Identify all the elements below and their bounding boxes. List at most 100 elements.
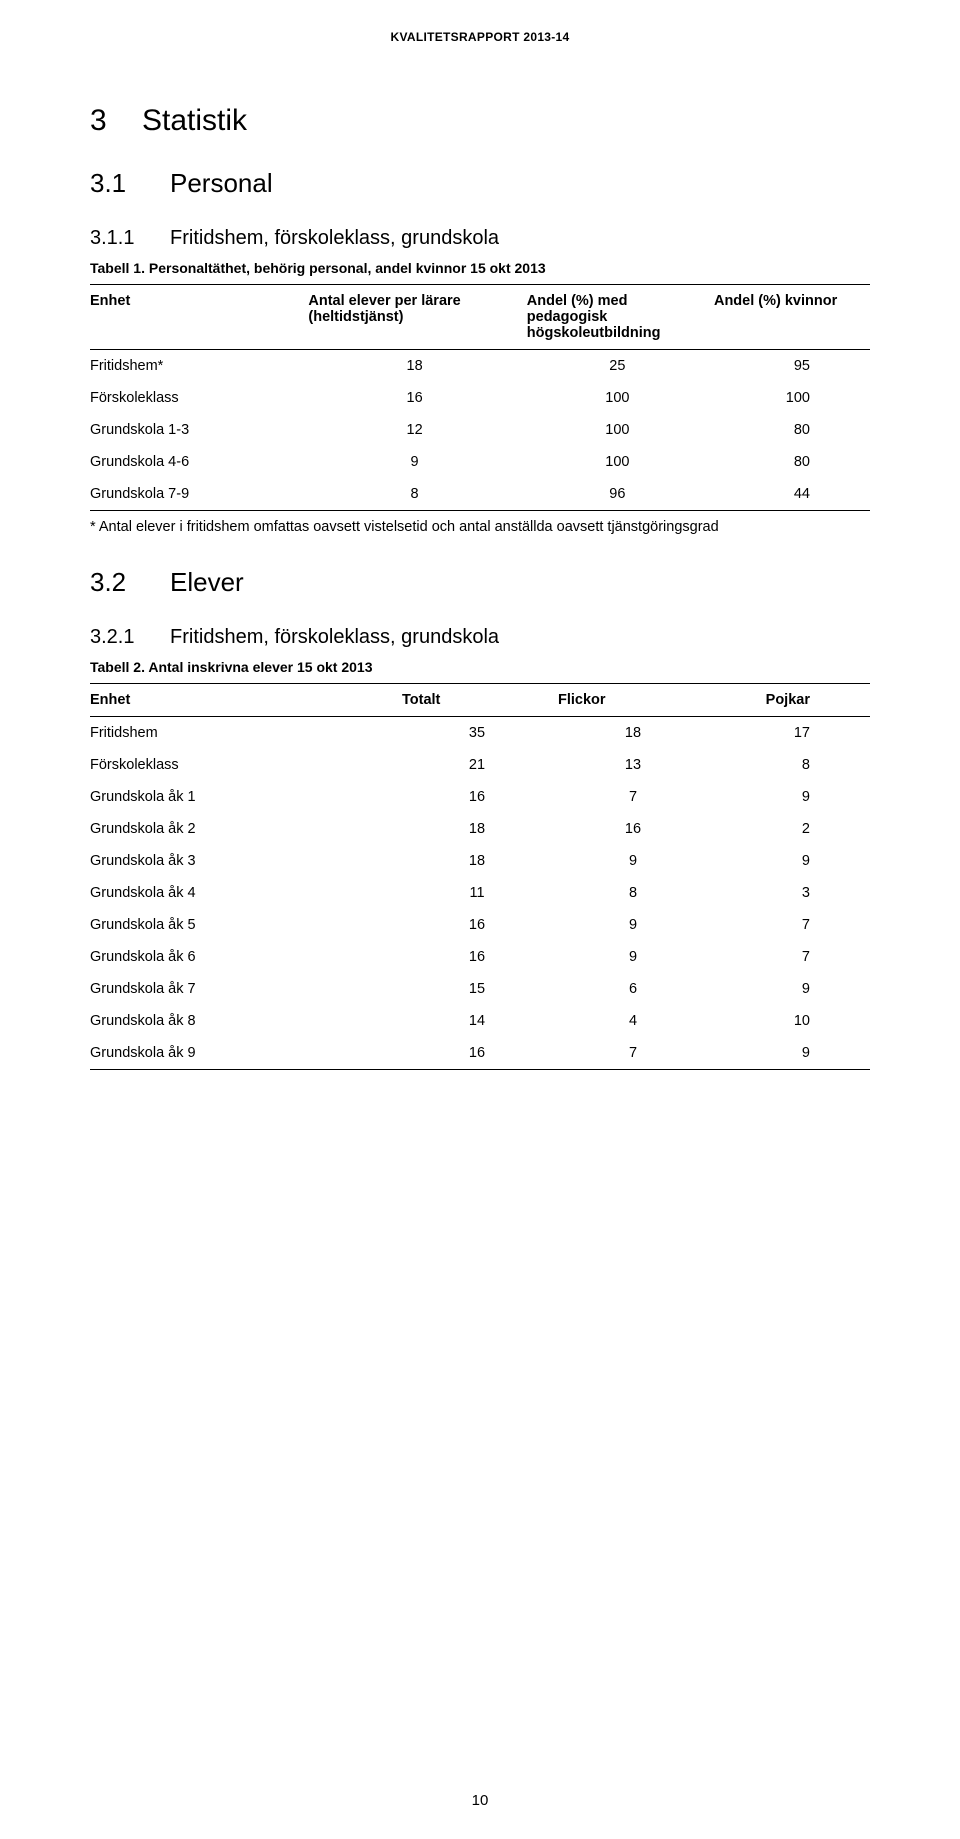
table-row: Grundskola åk 814410 <box>90 1005 870 1037</box>
table-cell: 16 <box>558 813 714 845</box>
table-cell: 9 <box>714 845 870 877</box>
table-cell: 25 <box>527 350 714 383</box>
table-cell: 9 <box>714 973 870 1005</box>
table-cell: 18 <box>558 717 714 750</box>
table2: Enhet Totalt Flickor Pojkar Fritidshem35… <box>90 683 870 1070</box>
table-cell: Grundskola åk 8 <box>90 1005 402 1037</box>
table-cell: 8 <box>714 749 870 781</box>
table1-footnote: * Antal elever i fritidshem omfattas oav… <box>90 519 870 535</box>
heading-number: 3.1.1 <box>90 227 170 250</box>
table2-header-totalt: Totalt <box>402 684 558 717</box>
table-cell: 9 <box>558 941 714 973</box>
heading-section-3: 3 Statistik <box>90 104 870 138</box>
table-cell: 3 <box>714 877 870 909</box>
table-cell: 6 <box>558 973 714 1005</box>
heading-section-3-1-1: 3.1.1 Fritidshem, förskoleklass, grundsk… <box>90 227 870 250</box>
table-cell: Grundskola åk 7 <box>90 973 402 1005</box>
table-cell: Grundskola åk 9 <box>90 1037 402 1070</box>
running-header: KVALITETSRAPPORT 2013-14 <box>90 30 870 44</box>
table-cell: Grundskola 4-6 <box>90 446 308 478</box>
table1-header-col2: Antal elever per lärare (heltidstjänst) <box>308 285 526 350</box>
page: KVALITETSRAPPORT 2013-14 3 Statistik 3.1… <box>0 0 960 1839</box>
table-cell: 7 <box>558 781 714 813</box>
table-row: Grundskola 7-989644 <box>90 478 870 511</box>
table-cell: 100 <box>527 446 714 478</box>
table-cell: 7 <box>714 941 870 973</box>
table-cell: Fritidshem* <box>90 350 308 383</box>
table-cell: 9 <box>558 845 714 877</box>
table-cell: 100 <box>527 414 714 446</box>
table1-caption: Tabell 1. Personaltäthet, behörig person… <box>90 260 870 276</box>
heading-title: Elever <box>170 567 244 598</box>
heading-section-3-1: 3.1 Personal <box>90 168 870 199</box>
table-row: Fritidshem351817 <box>90 717 870 750</box>
table-cell: Grundskola åk 6 <box>90 941 402 973</box>
table-cell: 96 <box>527 478 714 511</box>
table-cell: 10 <box>714 1005 870 1037</box>
table-cell: 18 <box>402 845 558 877</box>
heading-number: 3.1 <box>90 168 170 199</box>
table-row: Grundskola åk 31899 <box>90 845 870 877</box>
table1-header-col3: Andel (%) med pedagogisk högskoleutbildn… <box>527 285 714 350</box>
table-cell: 100 <box>714 382 870 414</box>
table-row: Förskoleklass16100100 <box>90 382 870 414</box>
heading-section-3-2-1: 3.2.1 Fritidshem, förskoleklass, grundsk… <box>90 626 870 649</box>
table-cell: 17 <box>714 717 870 750</box>
table-cell: 9 <box>308 446 526 478</box>
table-cell: 95 <box>714 350 870 383</box>
table-row: Förskoleklass21138 <box>90 749 870 781</box>
table-cell: 9 <box>714 781 870 813</box>
table-cell: 80 <box>714 414 870 446</box>
table-row: Grundskola åk 41183 <box>90 877 870 909</box>
heading-title: Fritidshem, förskoleklass, grundskola <box>170 626 499 649</box>
table-row: Grundskola åk 71569 <box>90 973 870 1005</box>
table-cell: Grundskola åk 1 <box>90 781 402 813</box>
heading-section-3-2: 3.2 Elever <box>90 567 870 598</box>
table2-header-pojkar: Pojkar <box>714 684 870 717</box>
table-row: Grundskola 1-31210080 <box>90 414 870 446</box>
heading-number: 3.2.1 <box>90 626 170 649</box>
table-cell: 7 <box>714 909 870 941</box>
heading-number: 3.2 <box>90 567 170 598</box>
table-cell: Grundskola 7-9 <box>90 478 308 511</box>
table-cell: Grundskola åk 3 <box>90 845 402 877</box>
heading-number: 3 <box>90 104 142 138</box>
table-cell: Fritidshem <box>90 717 402 750</box>
table-cell: Förskoleklass <box>90 382 308 414</box>
table-row: Grundskola åk 218162 <box>90 813 870 845</box>
table-cell: Grundskola åk 2 <box>90 813 402 845</box>
table-cell: 44 <box>714 478 870 511</box>
table-cell: Grundskola åk 5 <box>90 909 402 941</box>
table-cell: 4 <box>558 1005 714 1037</box>
table-row: Grundskola åk 91679 <box>90 1037 870 1070</box>
heading-title: Fritidshem, förskoleklass, grundskola <box>170 227 499 250</box>
table-row: Grundskola åk 11679 <box>90 781 870 813</box>
table-cell: 9 <box>714 1037 870 1070</box>
table-cell: 13 <box>558 749 714 781</box>
table-cell: 7 <box>558 1037 714 1070</box>
table-cell: 2 <box>714 813 870 845</box>
table-cell: 16 <box>308 382 526 414</box>
table-cell: 16 <box>402 1037 558 1070</box>
table-cell: 14 <box>402 1005 558 1037</box>
table-row: Grundskola 4-6910080 <box>90 446 870 478</box>
table-row: Grundskola åk 51697 <box>90 909 870 941</box>
table-cell: 16 <box>402 909 558 941</box>
table-cell: 18 <box>402 813 558 845</box>
table-cell: 15 <box>402 973 558 1005</box>
table-cell: 16 <box>402 941 558 973</box>
table-row: Fritidshem*182595 <box>90 350 870 383</box>
table-cell: 11 <box>402 877 558 909</box>
table-cell: 21 <box>402 749 558 781</box>
table2-header-flickor: Flickor <box>558 684 714 717</box>
table2-header-enhet: Enhet <box>90 684 402 717</box>
table1-header-enhet: Enhet <box>90 285 308 350</box>
table2-header-row: Enhet Totalt Flickor Pojkar <box>90 684 870 717</box>
table-row: Grundskola åk 61697 <box>90 941 870 973</box>
heading-title: Personal <box>170 168 273 199</box>
table-cell: Grundskola åk 4 <box>90 877 402 909</box>
heading-title: Statistik <box>142 104 247 138</box>
table-cell: 9 <box>558 909 714 941</box>
table-cell: Grundskola 1-3 <box>90 414 308 446</box>
table-cell: Förskoleklass <box>90 749 402 781</box>
